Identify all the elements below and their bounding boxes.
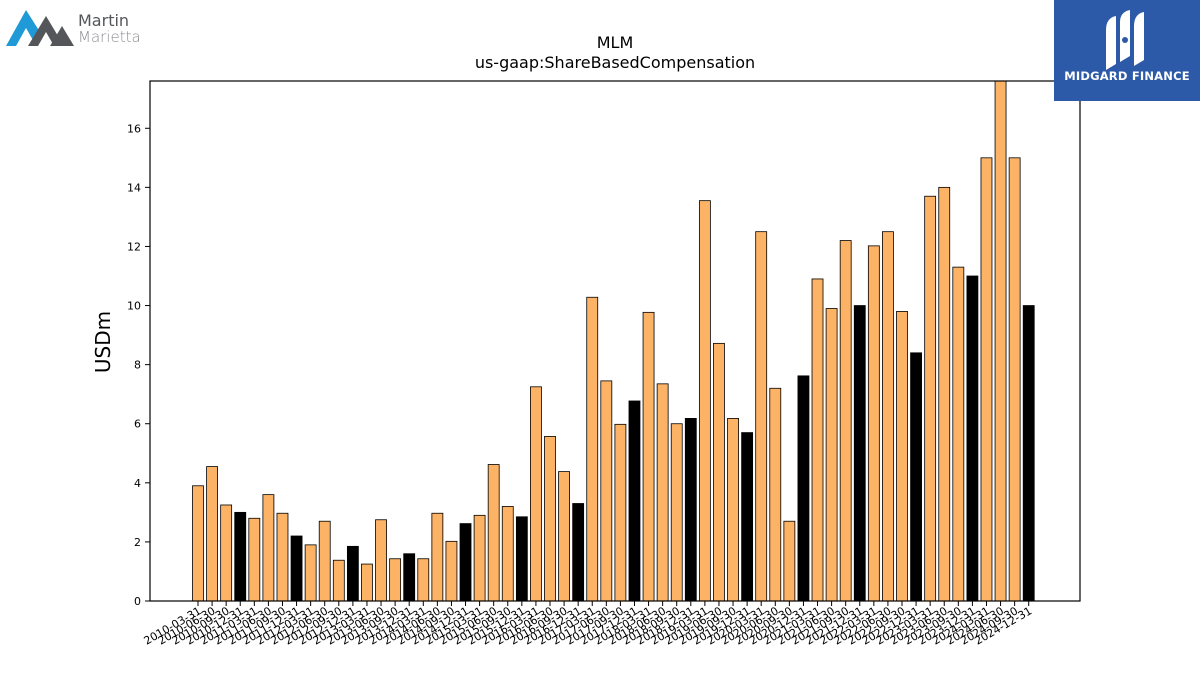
bar-2015-06-30 — [487, 464, 500, 602]
bar-2012-06-30 — [318, 520, 331, 602]
bar-2011-12-31 — [290, 535, 303, 602]
bar-2018-03-31 — [642, 311, 655, 602]
bar-2013-06-30 — [375, 519, 387, 602]
bar-2013-12-31 — [403, 553, 416, 602]
bar-2014-09-30 — [445, 540, 458, 602]
y-tick-label: 2 — [134, 536, 141, 549]
bar-2019-03-31 — [698, 200, 711, 602]
bar-2010-03-31 — [192, 485, 204, 602]
bar-2018-06-30 — [656, 383, 669, 602]
bar-2012-12-31 — [346, 545, 359, 602]
bar-2017-09-30 — [614, 423, 627, 602]
bar-2021-06-30 — [825, 308, 838, 602]
bar-2016-12-31 — [572, 503, 585, 602]
bar-2010-09-30 — [220, 504, 233, 602]
bar-2015-03-31 — [473, 514, 486, 602]
bar-2020-09-30 — [783, 520, 796, 602]
bar-2022-12-31 — [910, 352, 922, 602]
bar-2019-12-31 — [741, 432, 754, 602]
bar-2016-09-30 — [558, 471, 570, 602]
bar-2013-09-30 — [389, 558, 402, 602]
bar-2023-06-30 — [938, 186, 951, 602]
bar-2021-12-31 — [853, 305, 866, 602]
bar-2021-03-31 — [811, 278, 824, 602]
bar-2024-06-30 — [994, 80, 1007, 602]
bars-group — [192, 80, 1035, 602]
midgard-finance-logo: MIDGARD FINANCE — [1054, 0, 1200, 101]
midgard-m-icon — [1106, 10, 1144, 70]
plot-frame — [149, 80, 1081, 602]
bar-2023-09-30 — [952, 266, 965, 602]
bar-2010-06-30 — [206, 466, 218, 602]
bar-2024-12-31 — [1022, 305, 1035, 602]
bar-2012-09-30 — [332, 559, 345, 602]
y-axis-label: USDm — [91, 311, 115, 373]
bar-2015-12-31 — [515, 516, 528, 602]
bar-2016-06-30 — [544, 436, 556, 602]
bar-2022-03-31 — [867, 245, 880, 602]
bar-2016-03-31 — [530, 386, 542, 602]
y-tick-label: 4 — [134, 477, 141, 490]
bar-2018-09-30 — [670, 423, 683, 602]
bar-2022-06-30 — [882, 231, 894, 602]
bar-2011-06-30 — [262, 494, 275, 602]
bar-2019-06-30 — [713, 342, 725, 602]
bar-2020-06-30 — [769, 387, 782, 602]
bar-2022-09-30 — [896, 311, 908, 602]
bar-2018-12-31 — [684, 418, 697, 602]
y-tick-label: 12 — [127, 240, 141, 253]
chart-subtitle: us-gaap:ShareBasedCompensation — [475, 53, 755, 72]
bar-2020-12-31 — [797, 375, 810, 602]
bar-2019-09-30 — [727, 418, 739, 602]
bar-2024-03-31 — [980, 157, 993, 602]
bar-2017-12-31 — [628, 400, 641, 602]
bar-2014-06-30 — [431, 512, 444, 602]
y-tick-label: 10 — [127, 300, 141, 313]
bar-2010-12-31 — [234, 511, 247, 602]
bar-2023-12-31 — [966, 275, 979, 602]
y-tick-label: 14 — [127, 181, 141, 194]
chart-title: MLM — [597, 33, 634, 52]
bar-2011-03-31 — [248, 517, 261, 602]
bar-2017-06-30 — [600, 380, 613, 602]
bar-2017-03-31 — [586, 296, 599, 602]
y-axis-ticks: 0 2 4 6 8 10 12 14 16 — [127, 122, 150, 608]
mountain-logo-icon — [6, 10, 74, 46]
bar-2012-03-31 — [304, 544, 317, 602]
bar-2024-09-30 — [1008, 157, 1021, 602]
logo-wordmark: Martin Marietta — [78, 12, 141, 46]
bar-2020-03-31 — [755, 231, 768, 602]
y-tick-label: 6 — [134, 418, 141, 431]
x-axis-ticks: 2010-03-312010-06-302010-09-302010-12-31… — [142, 601, 1034, 648]
bar-2015-09-30 — [501, 506, 514, 602]
bar-2011-09-30 — [276, 512, 289, 602]
y-tick-label: 0 — [134, 595, 141, 608]
martin-marietta-logo: Martin Marietta — [6, 6, 166, 50]
y-tick-label: 16 — [127, 122, 141, 135]
logo-line-2: Marietta — [78, 28, 141, 46]
bar-2021-09-30 — [839, 240, 852, 602]
midgard-wordmark: MIDGARD FINANCE — [1064, 69, 1190, 83]
bar-2013-03-31 — [361, 563, 373, 602]
bar-2014-03-31 — [417, 558, 430, 602]
bar-2014-12-31 — [459, 523, 472, 602]
logo-line-1: Martin — [78, 11, 130, 30]
y-tick-label: 8 — [134, 359, 141, 372]
bar-2023-03-31 — [924, 195, 937, 602]
